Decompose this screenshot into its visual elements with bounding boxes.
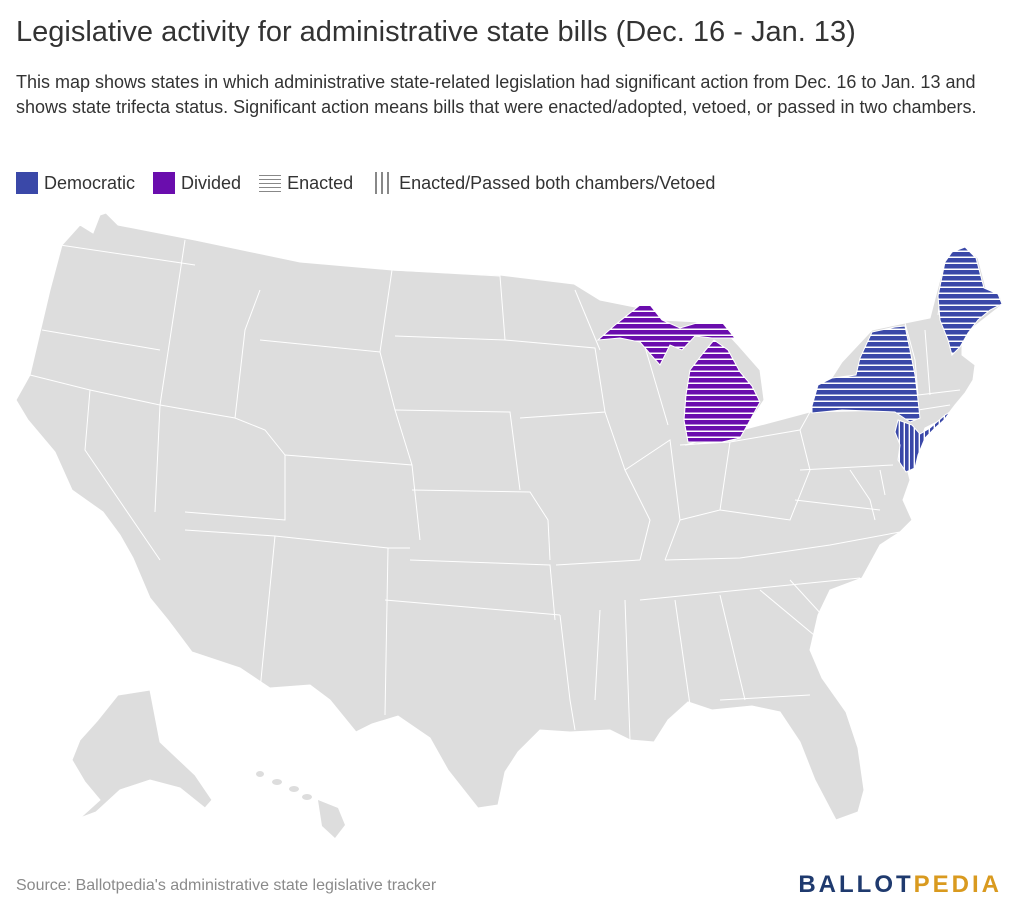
legend-swatch-enacted <box>259 172 282 194</box>
ballotpedia-logo: BALLOTPEDIA <box>798 871 1002 899</box>
legend-item-divided: Divided <box>153 172 241 194</box>
state-new-jersey <box>894 411 951 473</box>
legend-item-enacted-passed-vetoed: Enacted/Passed both chambers/Vetoed <box>371 172 715 194</box>
legend-label-divided: Divided <box>181 172 242 193</box>
logo-text-pedia: PEDIA <box>913 871 1002 898</box>
legend-item-democratic: Democratic <box>16 172 135 194</box>
state-michigan-upper <box>596 304 737 366</box>
state-new-york <box>811 325 921 423</box>
state-michigan-lower <box>683 339 761 443</box>
legend: Democratic Divided Enacted Enacted/Passe… <box>16 172 733 194</box>
legend-label-democratic: Democratic <box>44 172 136 193</box>
hawaii <box>256 771 345 838</box>
logo-text-ballot: BALLOT <box>798 871 914 898</box>
legend-item-enacted: Enacted <box>259 172 353 194</box>
legend-swatch-enacted-passed-vetoed <box>371 172 394 194</box>
legend-label-enacted-passed-vetoed: Enacted/Passed both chambers/Vetoed <box>399 172 716 193</box>
source-note: Source: Ballotpedia's administrative sta… <box>16 877 437 894</box>
chart-subtitle: This map shows states in which administr… <box>16 72 977 117</box>
alaska <box>71 689 213 819</box>
legend-swatch-democratic <box>16 172 38 194</box>
legend-label-enacted: Enacted <box>287 172 354 193</box>
chart-title: Legislative activity for administrative … <box>16 16 856 48</box>
legend-swatch-divided <box>153 172 176 194</box>
us-map <box>15 212 1004 838</box>
state-maine <box>937 246 1003 356</box>
us-landmass <box>15 212 1004 821</box>
